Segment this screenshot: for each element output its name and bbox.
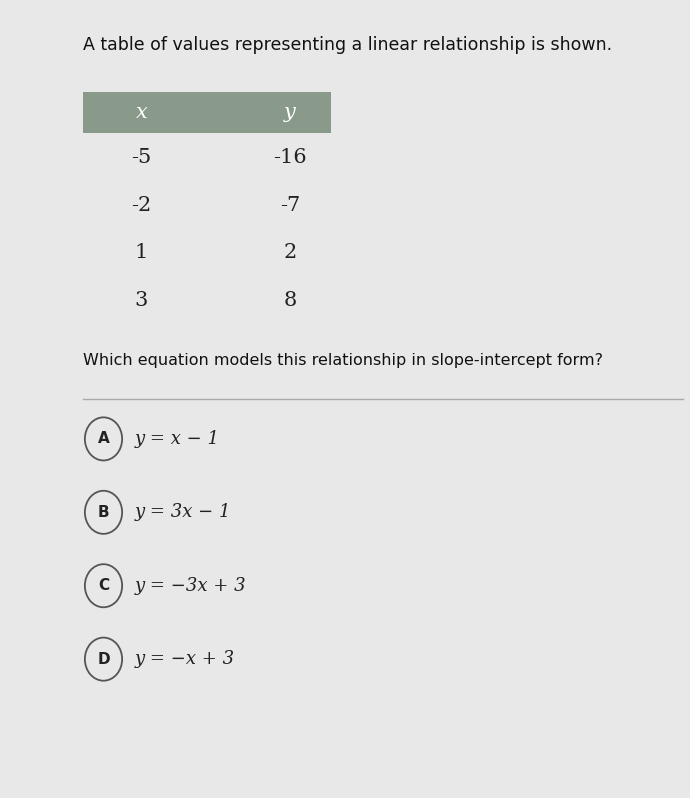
Text: 8: 8 <box>283 291 297 310</box>
Text: D: D <box>97 652 110 666</box>
Text: 2: 2 <box>283 243 297 263</box>
Text: y = −3x + 3: y = −3x + 3 <box>135 577 246 595</box>
Text: y = −x + 3: y = −x + 3 <box>135 650 235 668</box>
Text: Which equation models this relationship in slope-intercept form?: Which equation models this relationship … <box>83 353 603 368</box>
Text: -2: -2 <box>131 196 152 215</box>
Text: 3: 3 <box>135 291 148 310</box>
Text: y: y <box>284 103 296 122</box>
Text: y = x − 1: y = x − 1 <box>135 430 219 448</box>
Text: A table of values representing a linear relationship is shown.: A table of values representing a linear … <box>83 36 612 54</box>
Text: -5: -5 <box>131 148 152 167</box>
Text: -7: -7 <box>279 196 300 215</box>
Text: A: A <box>97 432 110 446</box>
Text: x: x <box>135 103 148 122</box>
Text: C: C <box>98 579 109 593</box>
Text: y = 3x − 1: y = 3x − 1 <box>135 504 231 521</box>
Text: B: B <box>98 505 109 519</box>
Text: 1: 1 <box>135 243 148 263</box>
Text: -16: -16 <box>273 148 306 167</box>
FancyBboxPatch shape <box>83 92 331 133</box>
